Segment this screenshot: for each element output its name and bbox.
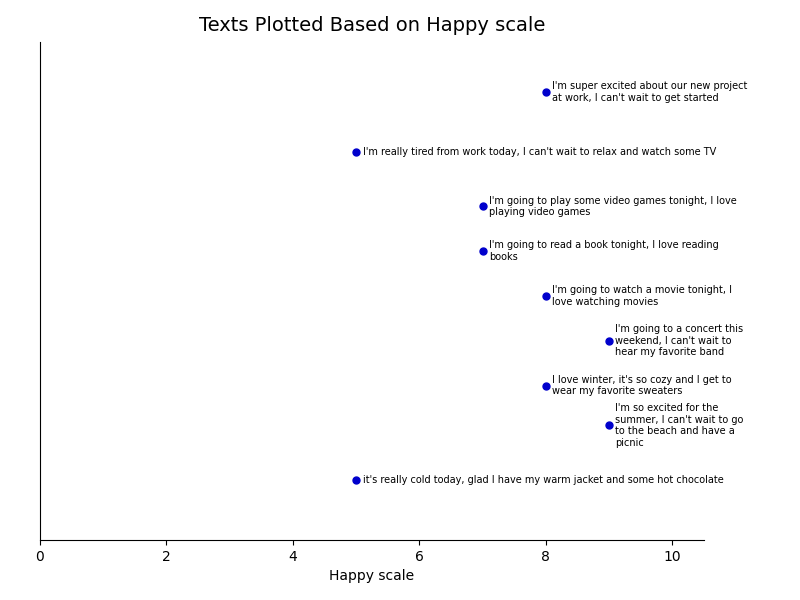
Point [602,336,615,346]
Text: I'm really tired from work today, I can't wait to relax and watch some TV: I'm really tired from work today, I can'… [362,146,716,157]
Text: I'm going to watch a movie tonight, I
love watching movies: I'm going to watch a movie tonight, I lo… [552,285,732,307]
Point [350,475,362,485]
Text: I'm going to read a book tonight, I love reading
books: I'm going to read a book tonight, I love… [489,241,718,262]
Point [476,202,489,211]
Point [602,421,615,430]
X-axis label: Happy scale: Happy scale [330,569,414,583]
Text: I'm super excited about our new project
at work, I can't wait to get started: I'm super excited about our new project … [552,81,748,103]
Point [539,291,552,301]
Point [539,381,552,391]
Title: Texts Plotted Based on Happy scale: Texts Plotted Based on Happy scale [199,16,545,35]
Text: I'm going to a concert this
weekend, I can't wait to
hear my favorite band: I'm going to a concert this weekend, I c… [615,324,743,358]
Point [539,87,552,97]
Point [350,147,362,157]
Text: I'm so excited for the
summer, I can't wait to go
to the beach and have a
picnic: I'm so excited for the summer, I can't w… [615,403,744,448]
Text: it's really cold today, glad I have my warm jacket and some hot chocolate: it's really cold today, glad I have my w… [362,475,723,485]
Point [476,247,489,256]
Text: I'm going to play some video games tonight, I love
playing video games: I'm going to play some video games tonig… [489,196,737,217]
Text: I love winter, it's so cozy and I get to
wear my favorite sweaters: I love winter, it's so cozy and I get to… [552,375,732,397]
